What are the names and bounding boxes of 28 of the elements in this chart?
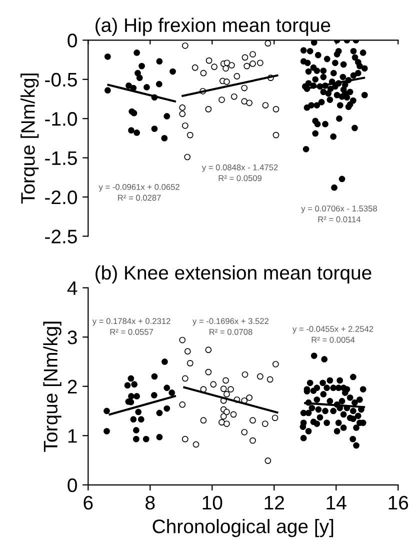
y-tick-label: -1.5	[45, 151, 77, 166]
annotation: y = -0.1696x + 3.522 R² = 0.0708	[192, 318, 269, 335]
x-tick-label: 10	[202, 496, 222, 510]
y-tick-label: -0.5	[45, 72, 77, 87]
x-tick-label: 6	[84, 496, 93, 510]
y-tick-label: 2	[68, 380, 77, 394]
annotation: y = -0.0961x + 0.0652 R² = 0.0287	[98, 184, 180, 201]
y-tick-label: -2.5	[45, 230, 77, 244]
y-tick-label: 0	[68, 34, 77, 48]
x-tick-label: 14	[326, 496, 346, 510]
y-tick-label: 3	[68, 330, 77, 344]
y-tick-label: -1.0	[45, 112, 77, 126]
y-tick-label: -2.0	[45, 190, 77, 204]
annotation: y = 0.1784x + 0.2312 R² = 0.0557	[92, 318, 170, 335]
y-tick-label: 4	[67, 281, 78, 295]
chart-title: (b) Knee extension mean torque	[96, 265, 372, 284]
y-axis-title: Torque [Nm/kg]	[43, 322, 62, 452]
y-tick-label: 1	[68, 429, 77, 443]
annotation: y = 0.0848x - 1.4752 R² = 0.0509	[202, 164, 278, 182]
annotation: y = -0.0455x + 2.2542 R² = 0.0054	[292, 326, 374, 343]
x-tick-label: 16	[388, 496, 408, 510]
y-tick-label: 0	[68, 478, 77, 492]
x-tick-label: 12	[264, 496, 284, 510]
chart-title: (a) Hip frexion mean torque	[96, 18, 330, 36]
annotation: y = 0.0706x - 1.5358 R² = 0.0114	[301, 206, 377, 222]
x-axis-title: Chronological age [y]	[152, 518, 334, 538]
x-tick-label: 8	[146, 496, 155, 510]
y-axis-title: Torque [Nm/kg]	[20, 74, 39, 204]
